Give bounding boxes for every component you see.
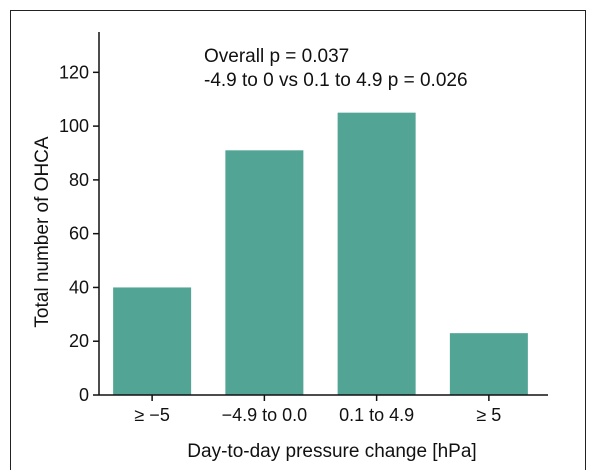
y-axis-title: Total number of OHCA — [32, 136, 53, 327]
y-tick-label: 120 — [59, 62, 89, 82]
x-tick-label: ≥ −5 — [134, 405, 169, 425]
annotation-overall-p: Overall p = 0.037 — [204, 46, 349, 67]
x-tick-label: −4.9 to 0.0 — [222, 405, 308, 425]
y-tick-label: 0 — [79, 385, 89, 405]
bar — [113, 287, 192, 395]
figure-frame — [10, 10, 586, 470]
bar — [225, 150, 304, 395]
bar — [449, 333, 528, 395]
y-tick-label: 60 — [69, 224, 89, 244]
y-tick-label: 100 — [59, 116, 89, 136]
y-tick-label: 20 — [69, 331, 89, 351]
x-tick-label: 0.1 to 4.9 — [339, 405, 414, 425]
y-tick-label: 40 — [69, 277, 89, 297]
x-axis-title: Day-to-day pressure change [hPa] — [187, 441, 476, 462]
annotation-pairwise-p: -4.9 to 0 vs 0.1 to 4.9 p = 0.026 — [204, 70, 468, 91]
x-tick-label: ≥ 5 — [476, 405, 501, 425]
y-tick-label: 80 — [69, 170, 89, 190]
bar — [337, 112, 416, 396]
